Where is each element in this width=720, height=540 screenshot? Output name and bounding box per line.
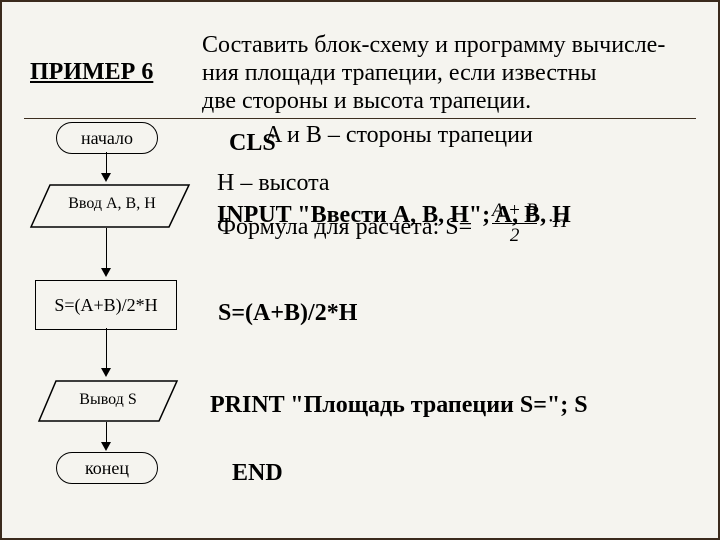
arrowhead-4 [101, 442, 111, 451]
flow-input-label: Ввод A, B, H [52, 195, 172, 213]
arrow-1 [106, 152, 107, 174]
desc-ab: A и B – стороны трапеции [265, 122, 533, 150]
flow-end: конец [56, 452, 158, 484]
flow-start: начало [56, 122, 158, 154]
flow-start-label: начало [81, 128, 133, 149]
flow-process-label: S=(A+B)/2*H [54, 295, 157, 316]
arrow-4 [106, 422, 107, 444]
code-line-1: CLS [229, 130, 276, 158]
example-title: ПРИМЕР 6 [30, 59, 153, 87]
code-line-4: PRINT "Площадь трапеции S="; S [210, 392, 588, 420]
arrowhead-2 [101, 268, 111, 277]
code-line-2: INPUT "Ввести A, B, H"; A, B, H [217, 202, 571, 230]
arrowhead-3 [101, 368, 111, 377]
arrow-3 [106, 328, 107, 370]
code-line-3: S=(A+B)/2*H [218, 300, 357, 328]
divider [24, 118, 696, 119]
code-line-5: END [232, 460, 283, 488]
problem-line-3: две стороны и высота трапеции. [202, 88, 531, 116]
arrow-2 [106, 228, 107, 270]
flow-output-label: Вывод S [60, 391, 156, 409]
problem-line-2: ния площади трапеции, если известны [202, 60, 596, 88]
arrowhead-1 [101, 173, 111, 182]
problem-line-1: Составить блок-схему и программу вычисле… [202, 32, 665, 60]
desc-h: H – высота [217, 170, 330, 198]
flow-process: S=(A+B)/2*H [35, 280, 177, 330]
flow-end-label: конец [85, 458, 129, 479]
